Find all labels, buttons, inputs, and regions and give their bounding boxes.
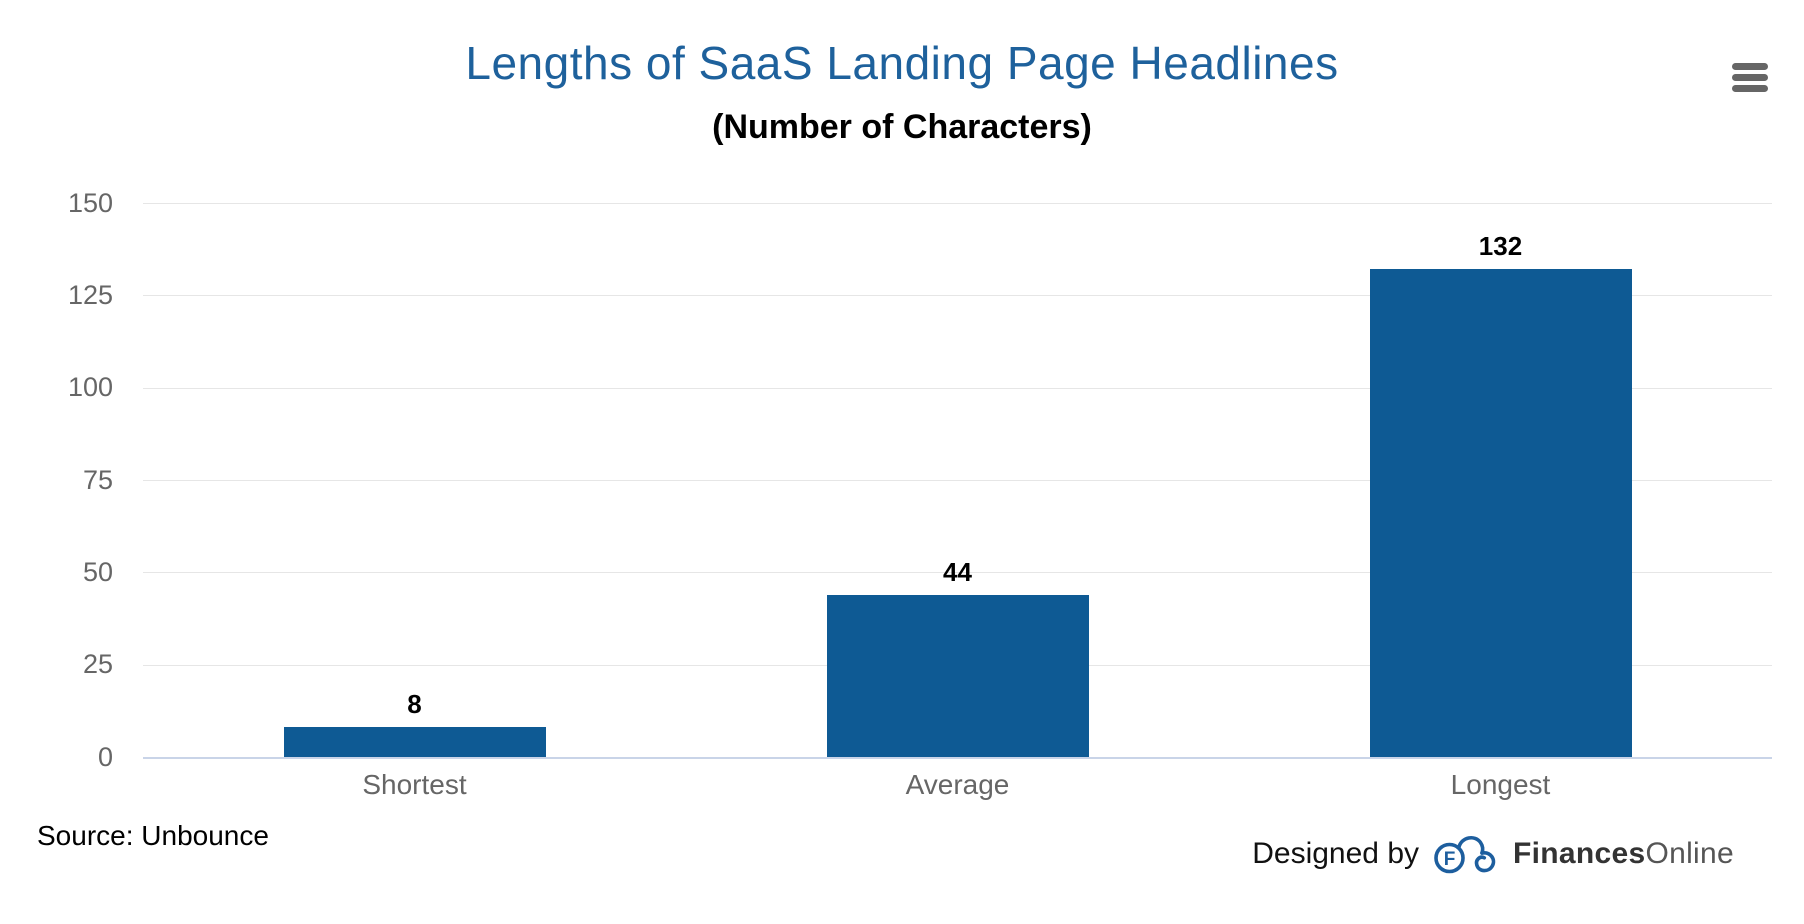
bar-value-label-shortest: 8: [407, 689, 422, 720]
bar-average[interactable]: 44: [826, 557, 1089, 757]
gridline-100: [143, 387, 1772, 389]
bar-longest[interactable]: 132: [1369, 231, 1632, 757]
y-axis-label-125: 125: [67, 279, 113, 310]
chart-context-menu-button[interactable]: [1726, 56, 1774, 98]
chart-title: Lengths of SaaS Landing Page Headlines: [465, 37, 1339, 89]
gridline-75: [143, 480, 1772, 481]
y-axis-label-150: 150: [67, 187, 113, 218]
y-axis-label-0: 0: [97, 741, 113, 772]
y-axis-label-25: 25: [82, 649, 113, 680]
bar-value-label-longest: 132: [1478, 231, 1523, 262]
source-text: Source: Unbounce: [37, 820, 269, 851]
bar-value-label-average: 44: [943, 556, 972, 587]
gridline-150: [143, 203, 1772, 204]
brand-online: Online: [1645, 837, 1734, 870]
brand-finances: Finances: [1513, 837, 1646, 870]
plot-area: 0 25 50 75 100 125 150 8 Shortest 44 Average 132 Lon…: [68, 189, 1772, 800]
x-axis-label-shortest: Shortest: [362, 769, 467, 800]
chart-subtitle: (Number of Characters): [712, 108, 1092, 146]
svg-text:F: F: [1444, 849, 1456, 870]
x-axis-line: [143, 757, 1772, 759]
hamburger-icon: [1732, 73, 1768, 81]
y-axis-label-50: 50: [82, 556, 113, 587]
y-axis-label-75: 75: [82, 464, 113, 495]
gridline-50: [143, 572, 1772, 574]
hamburger-icon: [1732, 84, 1768, 92]
bar-shortest[interactable]: 8: [283, 689, 546, 757]
x-axis-label-average: Average: [905, 769, 1010, 800]
y-axis-label-100: 100: [67, 372, 113, 403]
credit: Designed by F FinancesOnline: [1252, 828, 1734, 880]
designed-by-text: Designed by: [1252, 837, 1420, 870]
x-axis-label-longest: Longest: [1450, 769, 1551, 800]
gridline-125: [143, 295, 1772, 297]
hamburger-icon: [1732, 62, 1768, 70]
financesonline-logo-icon: F: [1434, 835, 1496, 874]
brand-text: FinancesOnline: [1513, 837, 1734, 871]
